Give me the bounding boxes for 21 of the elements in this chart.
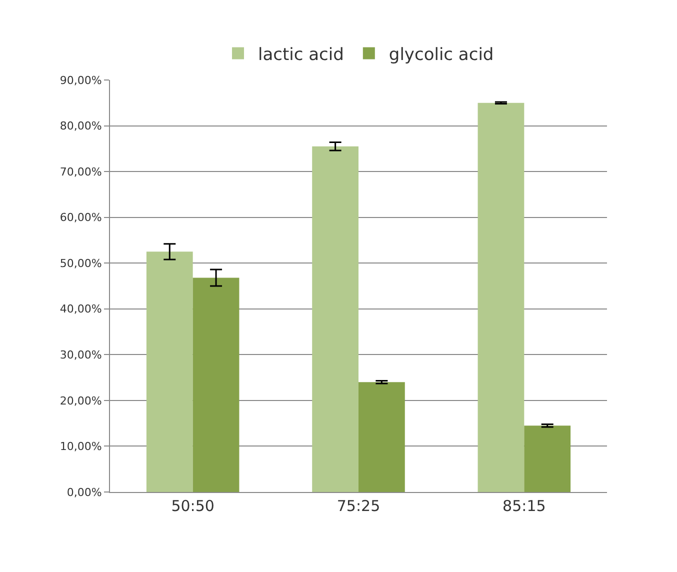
bar [312,146,358,492]
x-tick-label: 75:25 [336,497,380,515]
y-tick-label: 60,00% [60,211,102,224]
y-tick-label: 80,00% [60,120,102,133]
y-tick-label: 70,00% [60,165,102,178]
y-tick-label: 10,00% [60,440,102,454]
x-tick-label: 50:50 [171,497,214,515]
y-tick-label: 30,00% [60,348,102,362]
y-tick-label: 20,00% [60,394,102,408]
bar [146,252,193,492]
y-tick-label: 40,00% [60,302,102,316]
bar [478,102,524,492]
y-tick-label: 0,00% [66,486,102,499]
bar [358,382,405,492]
legend-label: lactic acid [258,44,344,65]
legend-label: glycolic acid [388,44,494,65]
x-tick-label: 85:15 [502,497,546,515]
bar [524,426,571,492]
bar [192,278,240,492]
y-tick-label: 50,00% [60,256,102,270]
y-tick-label: 90,00% [60,74,102,87]
